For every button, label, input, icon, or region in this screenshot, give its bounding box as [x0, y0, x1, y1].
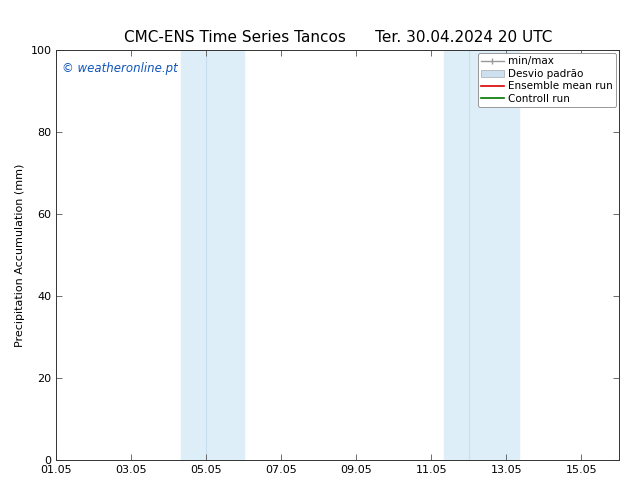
Bar — [444, 50, 519, 460]
Title: CMC-ENS Time Series Tancos      Ter. 30.04.2024 20 UTC: CMC-ENS Time Series Tancos Ter. 30.04.20… — [124, 30, 552, 45]
Bar — [181, 50, 244, 460]
Y-axis label: Precipitation Accumulation (mm): Precipitation Accumulation (mm) — [15, 163, 25, 347]
Legend: min/max, Desvio padrão, Ensemble mean run, Controll run: min/max, Desvio padrão, Ensemble mean ru… — [478, 53, 616, 107]
Text: © weatheronline.pt: © weatheronline.pt — [62, 62, 178, 75]
